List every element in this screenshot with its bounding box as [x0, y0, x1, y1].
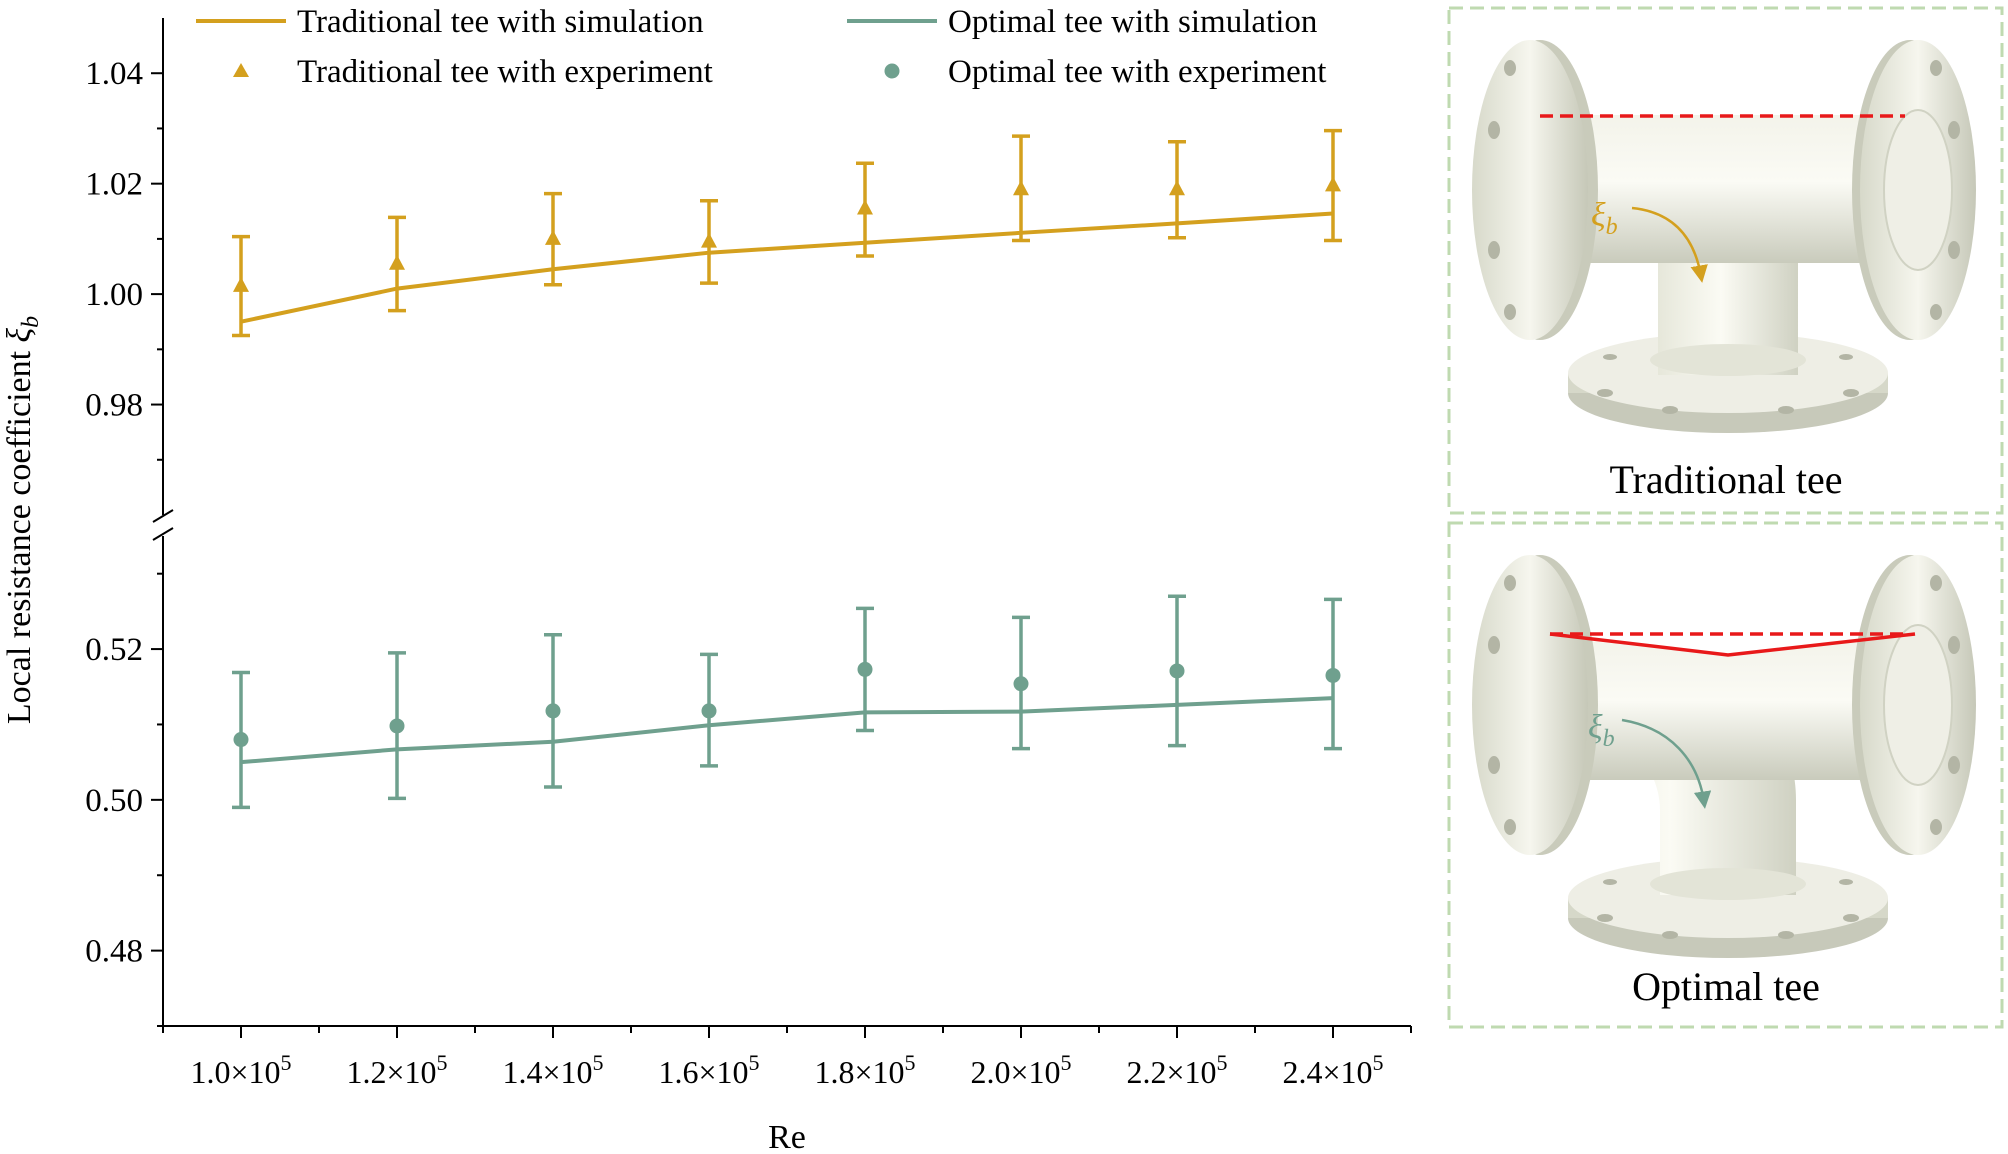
optimal-flow-symbol: ξb [1588, 709, 1615, 752]
traditional-left-flange [1472, 40, 1588, 340]
optimal-bolt-holes [1488, 575, 1960, 939]
optimal-main-pipe [1540, 636, 1910, 780]
optimal-tee-illustration: ξb [1472, 555, 1976, 958]
y-tick-label-lower: 0.50 [85, 783, 143, 819]
legend-label-optimal-simulation: Optimal tee with simulation [948, 4, 1317, 40]
series-optimal-tee-with-simulation [240, 696, 1334, 765]
optimal-left-flange [1472, 555, 1588, 855]
legend: Traditional tee with simulation Traditio… [196, 4, 1326, 90]
legend-entry-traditional-simulation: Traditional tee with simulation [196, 4, 704, 40]
optimal-flow-arrow [1621, 718, 1712, 809]
series-line [240, 696, 1334, 765]
legend-entry-traditional-experiment: Traditional tee with experiment [233, 54, 713, 90]
axis-break-mark-2 [152, 527, 174, 541]
legend-label-optimal-experiment: Optimal tee with experiment [948, 54, 1326, 90]
traditional-tee-label: Traditional tee [1610, 457, 1843, 502]
legend-entry-optimal-experiment: Optimal tee with experiment [884, 54, 1326, 90]
data-point-circle [701, 703, 717, 719]
data-point-triangle [233, 276, 249, 292]
data-point-triangle [1169, 180, 1185, 196]
data-point-circle [857, 661, 873, 677]
axes [152, 18, 1411, 1027]
traditional-bolt-holes [1488, 60, 1960, 414]
y-tick-label-upper: 0.98 [85, 388, 143, 424]
series-traditional-tee-with-simulation [240, 211, 1334, 324]
y-tick-label-lower: 0.52 [85, 632, 143, 668]
legend-swatch-optimal-experiment [884, 63, 900, 79]
x-tick-label: 1.2×105 [346, 1050, 447, 1090]
panel-traditional-tee: ξb Traditional tee [1447, 6, 2004, 515]
x-tick-label: 2.4×105 [1282, 1050, 1383, 1090]
data-point-triangle [1013, 180, 1029, 196]
data-point-circle [389, 718, 405, 734]
x-tick-label: 1.6×105 [658, 1050, 759, 1090]
y-tick-label-upper: 1.00 [85, 277, 143, 313]
optimal-red-guide-solid [1549, 632, 1916, 657]
data-point-triangle [545, 229, 561, 245]
data-point-triangle [1325, 176, 1341, 192]
optimal-branch-collar [1650, 868, 1806, 900]
series-optimal-tee-with-experiment [232, 594, 1342, 810]
traditional-flow-arrow [1631, 206, 1708, 283]
x-tick-label: 1.0×105 [190, 1050, 291, 1090]
x-tick-label: 1.8×105 [814, 1050, 915, 1090]
y-tick-label-upper: 1.04 [85, 56, 143, 92]
legend-swatch-traditional-experiment [233, 63, 249, 77]
data-point-triangle [389, 254, 405, 270]
chart: 0.98 1.00 1.02 1.04 0.48 0.50 0.52 1.0×105 1.2… [1, 4, 1412, 1154]
y-ticks-upper: 0.98 1.00 1.02 1.04 [85, 56, 163, 461]
data-point-circle [233, 732, 249, 748]
legend-entry-optimal-simulation: Optimal tee with simulation [847, 4, 1317, 40]
x-tick-label: 1.4×105 [502, 1050, 603, 1090]
panel-border-optimal [1447, 521, 2004, 1029]
x-ticks: 1.0×105 1.2×105 1.4×105 1.6×105 1.8×105 2.0×1… [162, 1026, 1412, 1090]
x-tick-label: 2.0×105 [970, 1050, 1071, 1090]
axis-break-mark-1 [152, 509, 174, 523]
traditional-branch-collar [1650, 344, 1806, 376]
data-point-circle [545, 703, 561, 719]
data-point-circle [1013, 676, 1029, 692]
data-point-triangle [701, 232, 717, 248]
series-line [240, 211, 1334, 324]
data-point-triangle [857, 199, 873, 215]
series-layer [232, 128, 1342, 810]
optimal-right-flange-inner [1883, 624, 1953, 786]
series-traditional-tee-with-experiment [232, 128, 1342, 338]
traditional-right-flange-inner [1883, 109, 1953, 271]
legend-label-traditional-simulation: Traditional tee with simulation [297, 4, 704, 40]
data-point-circle [1325, 667, 1341, 683]
panel-optimal-tee: ξb Optimal tee [1447, 521, 2004, 1029]
y-axis-label: Local resistance coefficient ξb [1, 316, 44, 724]
panel-border-traditional [1447, 6, 2004, 515]
data-point-circle [1169, 663, 1185, 679]
y-ticks-lower: 0.48 0.50 0.52 [85, 572, 163, 1027]
x-tick-label: 2.2×105 [1126, 1050, 1227, 1090]
traditional-flow-symbol: ξb [1591, 197, 1618, 240]
y-tick-label-lower: 0.48 [85, 934, 143, 970]
x-axis-label: Re [768, 1119, 806, 1154]
traditional-tee-illustration: ξb [1472, 40, 1976, 433]
y-tick-label-upper: 1.02 [85, 167, 143, 203]
optimal-tee-label: Optimal tee [1632, 964, 1820, 1009]
legend-label-traditional-experiment: Traditional tee with experiment [297, 54, 713, 90]
traditional-main-pipe [1540, 115, 1910, 263]
